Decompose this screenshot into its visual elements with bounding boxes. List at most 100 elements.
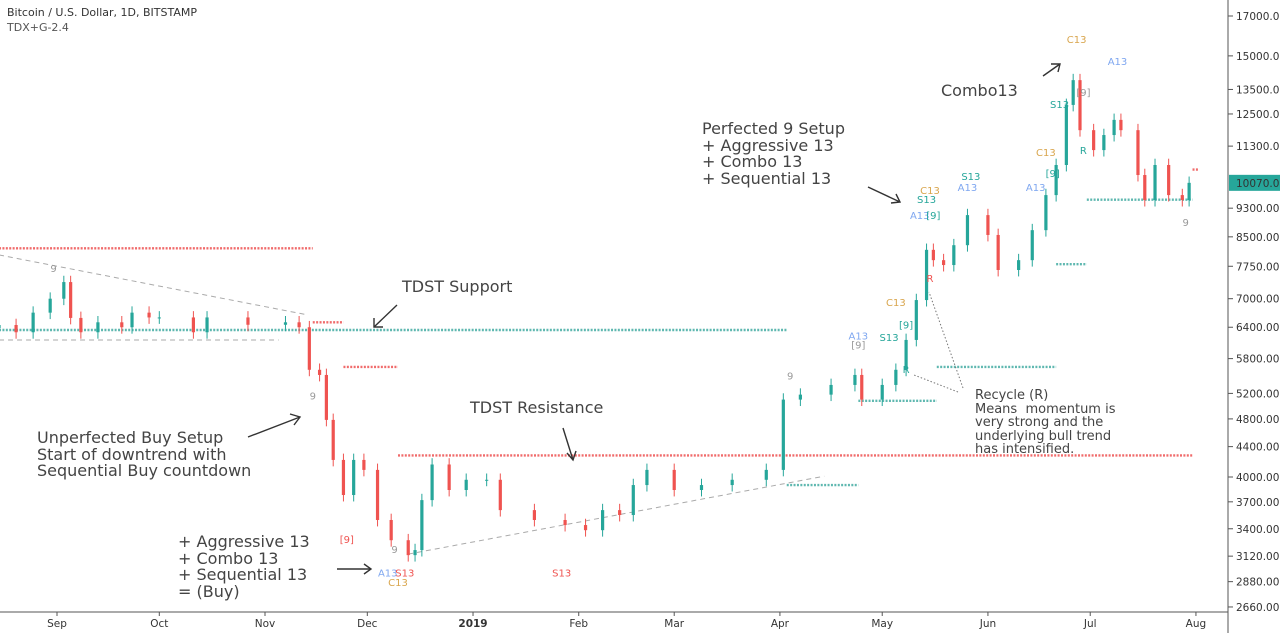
candle [317, 363, 322, 382]
candle [631, 478, 635, 522]
candle [307, 320, 311, 377]
last-price-badge [1229, 174, 1280, 191]
candle [406, 533, 410, 562]
candle [0, 325, 1, 329]
candle-body [914, 300, 918, 340]
candle-body [79, 317, 83, 333]
candle-body [532, 510, 536, 520]
candle [420, 493, 424, 557]
candle [730, 473, 734, 492]
candle-body [430, 464, 434, 501]
candle [430, 458, 434, 507]
candle-body [1136, 130, 1140, 176]
candle [952, 238, 956, 272]
arrow-icon [1042, 63, 1061, 77]
td-marker-label: R [1080, 146, 1087, 157]
td-markers: 99[9]9A13S13C13S139A13[9]S13[9]C13RC13S1… [50, 35, 1188, 589]
td-marker-label: [9] [1076, 88, 1090, 99]
candle [31, 306, 35, 339]
candle-body [781, 399, 785, 470]
candle-body [1030, 230, 1034, 261]
candle-body [205, 317, 209, 333]
candle-body [362, 459, 366, 470]
candle-body [904, 339, 908, 370]
price-tick-label: 7000.00 [1236, 294, 1279, 306]
candle [853, 368, 857, 392]
price-tick-label: 15000.00 [1236, 51, 1280, 63]
candle [829, 378, 833, 402]
candle [130, 306, 134, 334]
candle [413, 543, 417, 562]
candle [283, 315, 288, 332]
last-price-label: 10070.01 [1236, 178, 1280, 190]
price-tick-label: 2880.00 [1236, 577, 1279, 589]
candle [324, 368, 328, 427]
candle [532, 503, 536, 527]
candle-body [1153, 164, 1157, 201]
candle-body [69, 282, 73, 318]
time-tick-label: Feb [569, 618, 588, 630]
trendline [0, 254, 307, 316]
td-marker-label: R [903, 365, 910, 376]
candle [1044, 188, 1048, 237]
candle [618, 503, 622, 522]
price-tick-label: 11300.00 [1236, 141, 1280, 153]
candle [69, 275, 73, 325]
td-marker-label: 9 [787, 372, 793, 383]
candle-body [147, 312, 151, 318]
candle [485, 473, 489, 487]
candle-body [31, 312, 35, 333]
indicator-label[interactable]: TDX+G-2.4 [7, 21, 69, 34]
candle [672, 463, 676, 497]
candle [362, 453, 366, 477]
candle [1153, 158, 1157, 207]
candle [1071, 73, 1075, 112]
candle-body [1017, 260, 1021, 270]
candle-body [942, 260, 946, 266]
candle [1017, 253, 1021, 277]
candle-body [952, 245, 956, 266]
td-marker-label: S13 [880, 333, 899, 344]
candle-body [406, 540, 410, 556]
td-marker-label: C13 [388, 578, 408, 589]
td-marker-label: 9 [310, 392, 316, 403]
candle [924, 243, 929, 307]
trendline [408, 475, 825, 555]
candle-body [1092, 130, 1096, 151]
candle [996, 228, 1000, 277]
price-tick-label: 13500.00 [1236, 84, 1280, 96]
candle [375, 463, 380, 527]
td-marker-label: C13 [1036, 148, 1056, 159]
arrow-icon [867, 186, 902, 204]
candle-body [853, 374, 857, 385]
candle-body [563, 519, 567, 526]
time-tick-label: Sep [47, 618, 67, 630]
candle-body [14, 325, 18, 333]
candle-body [120, 322, 124, 328]
td-marker-label: S13 [552, 569, 571, 580]
td-marker-label: R [926, 274, 933, 285]
price-tick-label: 3700.00 [1236, 497, 1279, 509]
candle [583, 518, 588, 537]
candle [246, 311, 250, 332]
td-marker-label: A13 [1108, 57, 1128, 68]
candle-body [48, 298, 52, 313]
candle-body [699, 485, 704, 490]
price-tick-label: 9300.00 [1236, 203, 1279, 215]
candle [498, 473, 502, 517]
candle-body [730, 479, 734, 486]
candle-body [1112, 119, 1116, 136]
candle [699, 478, 704, 497]
candle [764, 463, 768, 487]
dotted-arrow-icon [913, 291, 964, 393]
arrow-icon [373, 304, 398, 328]
candle [48, 292, 52, 320]
candle-body [645, 469, 649, 486]
tdst-resistance-note: TDST Resistance [470, 398, 604, 417]
candle [798, 388, 802, 407]
candle-body [297, 322, 301, 328]
price-tick-label: 17000.00 [1236, 11, 1280, 23]
